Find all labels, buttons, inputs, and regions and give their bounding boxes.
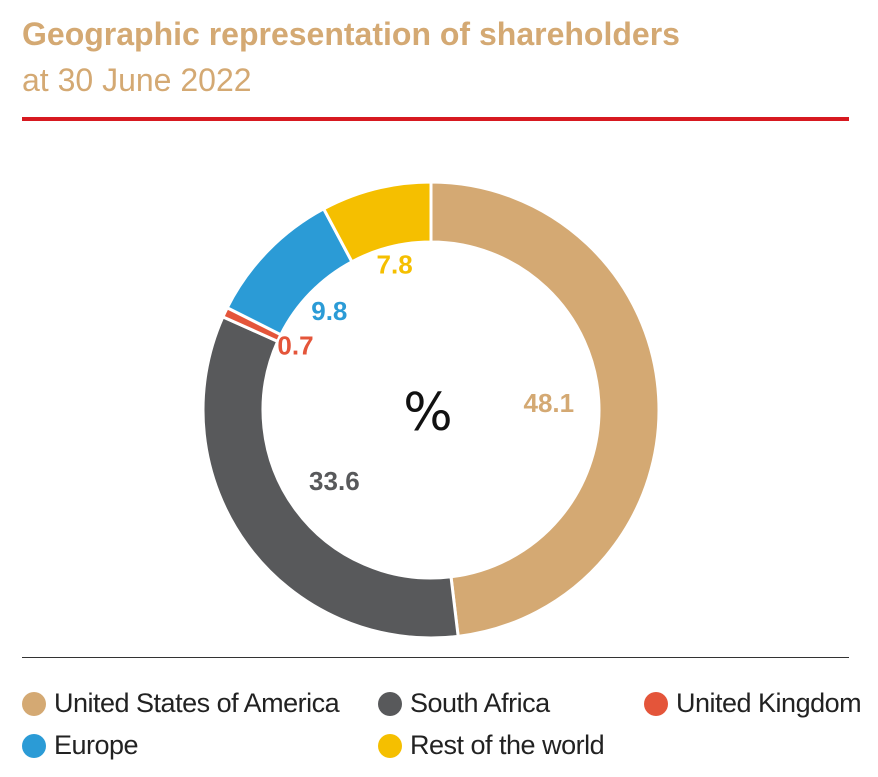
center-percent-label: % [403, 383, 452, 443]
legend-swatch-rest-of-world [378, 733, 402, 758]
legend-swatch-united-kingdom [644, 691, 668, 716]
legend-item-usa: United States of America [22, 688, 340, 719]
legend-item-europe: Europe [22, 730, 139, 761]
legend-item-united-kingdom: United Kingdom [644, 688, 862, 719]
slice-south-africa [201, 314, 460, 640]
chart-subtitle: at 30 June 2022 [22, 62, 252, 98]
slice-united-states-of-america [429, 180, 661, 639]
data-label-united-kingdom: 0.7 [277, 331, 313, 361]
legend-divider [22, 657, 849, 658]
data-label-europe: 9.8 [311, 296, 347, 326]
slice-rest-of-the-world [321, 180, 433, 264]
legend-item-south-africa: South Africa [378, 688, 550, 719]
data-label-rest-of-the-world: 7.8 [377, 249, 413, 279]
legend-label-europe: Europe [54, 730, 139, 760]
legend-label-united-kingdom: United Kingdom [676, 688, 862, 718]
legend-swatch-south-africa [378, 691, 402, 716]
legend-label-rest-of-world: Rest of the world [410, 730, 605, 760]
donut-slices [201, 180, 661, 640]
legend-item-rest-of-world: Rest of the world [378, 730, 605, 761]
data-label-united-states-of-america: 48.1 [523, 388, 574, 418]
legend-label-south-africa: South Africa [410, 688, 550, 718]
title-rule [22, 117, 849, 121]
legend-swatch-usa [22, 691, 46, 716]
legend-label-usa: United States of America [54, 688, 340, 718]
data-label-south-africa: 33.6 [309, 466, 360, 496]
donut-chart: 48.1 33.6 0.7 9.8 7.8 % [201, 180, 661, 640]
donut-labels: 48.1 33.6 0.7 9.8 7.8 [277, 249, 574, 496]
chart-title: Geographic representation of shareholder… [22, 16, 680, 52]
legend-swatch-europe [22, 733, 46, 758]
